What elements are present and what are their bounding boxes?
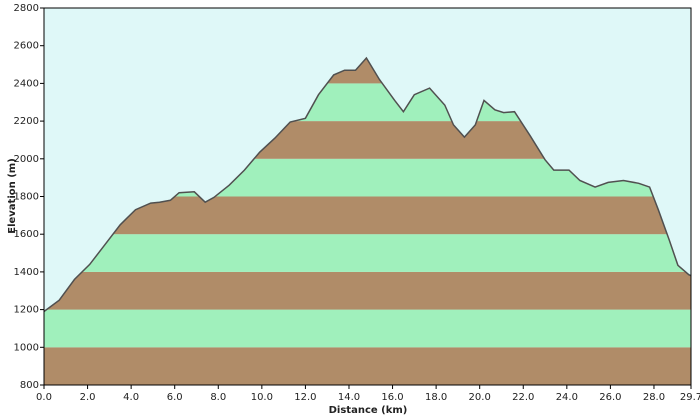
elevation-line [43, 56, 692, 313]
elevation-band [44, 234, 691, 272]
y-axis-title: Elevation (m) [7, 158, 18, 234]
elevation-band [44, 309, 691, 348]
plot: 800 1000 1200 1400 1600 1800 2000 2200 2400 2600 2… [14, 3, 700, 403]
x-tick-label: 14.0 [338, 392, 360, 403]
x-tick-label: 28.0 [643, 392, 665, 403]
y-tick-label: 800 [20, 380, 39, 391]
x-tick-label: 12.0 [294, 392, 316, 403]
x-tick-label: 16.0 [381, 392, 403, 403]
y-tick-label: 1000 [14, 342, 39, 353]
x-axis-title: Distance (km) [329, 405, 408, 416]
y-tick-label: 2200 [14, 116, 39, 127]
y-tick-label: 1200 [14, 305, 39, 316]
x-tick-label: 2.0 [80, 392, 96, 403]
elevation-band [44, 347, 691, 385]
y-tick-label: 2000 [14, 154, 39, 165]
elevation-band [44, 271, 691, 310]
x-tick-label: 20.0 [469, 392, 491, 403]
x-tick-label: 10.0 [251, 392, 273, 403]
y-tick-label: 2400 [14, 78, 39, 89]
x-tick-label: 24.0 [556, 392, 578, 403]
x-tick-label: 8.0 [210, 392, 226, 403]
plot-frame [43, 7, 692, 386]
y-tick-label: 1600 [14, 229, 39, 240]
x-tick-label: 18.0 [425, 392, 447, 403]
y-tick-label: 1800 [14, 192, 39, 203]
x-tick-label: 6.0 [167, 392, 183, 403]
x-tick-label: 0.0 [36, 392, 52, 403]
x-tick-label: 26.0 [599, 392, 621, 403]
y-tick-label: 1400 [14, 267, 39, 278]
x-tick-label: 4.0 [123, 392, 139, 403]
x-tick-label: 29.7 [680, 392, 700, 403]
y-tick-label: 2600 [14, 41, 39, 52]
y-tick-label: 2800 [14, 3, 39, 14]
x-tick-label: 22.0 [512, 392, 534, 403]
